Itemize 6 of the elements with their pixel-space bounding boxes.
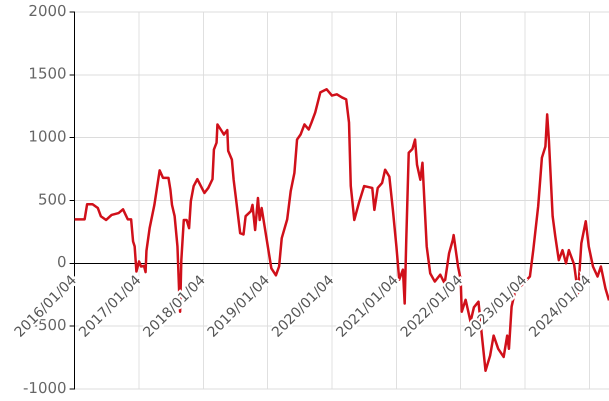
y-tick-label: 1500 bbox=[28, 64, 67, 83]
y-tick-label: -1000 bbox=[22, 378, 67, 397]
y-tick-label: 2000 bbox=[28, 2, 67, 20]
y-tick-label: 0 bbox=[57, 253, 67, 272]
y-tick-label: 500 bbox=[38, 190, 67, 208]
y-tick-label: 1000 bbox=[28, 128, 67, 146]
